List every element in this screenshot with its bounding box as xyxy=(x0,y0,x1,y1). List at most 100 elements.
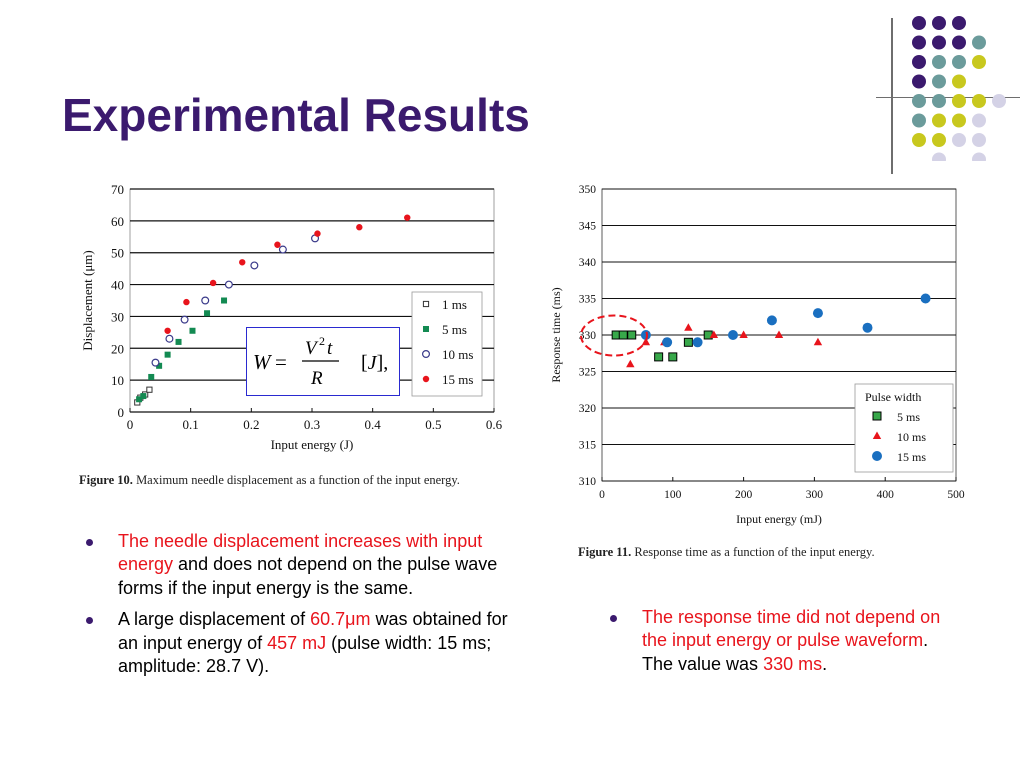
data-point xyxy=(274,241,281,248)
legend-marker xyxy=(422,375,430,383)
data-point xyxy=(662,337,673,348)
y-tick-label: 345 xyxy=(579,221,597,233)
data-point xyxy=(920,293,931,304)
formula-unit: [J], xyxy=(361,352,388,374)
y-axis-label: Response time (ms) xyxy=(549,287,563,382)
bullet-response-time: The response time did not depend on the … xyxy=(610,606,962,676)
figure-10-displacement-chart: 0 10 20 30 40 50 60 70 0 0.1 0.2 0.3 0.4 0.5 0.6 Input … xyxy=(80,182,503,452)
y-tick-label: 310 xyxy=(579,476,597,488)
y-tick-label: 30 xyxy=(111,309,124,324)
decorative-dot xyxy=(972,55,986,69)
energy-value: 457 mJ xyxy=(267,632,327,653)
bullet-displacement-trend: The needle displacement increases with i… xyxy=(86,530,518,600)
data-point xyxy=(250,261,259,270)
data-point xyxy=(654,352,664,362)
y-tick-label: 335 xyxy=(579,294,597,306)
formula-exponent: 2 xyxy=(319,334,325,348)
x-tick-label: 400 xyxy=(877,489,895,501)
x-tick-label: 0.5 xyxy=(425,417,441,432)
data-point xyxy=(164,351,171,358)
data-point xyxy=(356,224,363,231)
x-tick-label: 0.1 xyxy=(183,417,199,432)
decorative-dot xyxy=(912,16,926,30)
decorative-dot xyxy=(912,113,926,128)
legend-marker xyxy=(872,411,882,421)
decorative-dot xyxy=(952,55,966,69)
decorative-dot xyxy=(972,152,986,161)
legend-marker xyxy=(872,451,882,461)
bullet-text: was obtained for an input energy of xyxy=(118,609,508,653)
data-point xyxy=(812,308,823,319)
data-point xyxy=(183,298,190,306)
displacement-value: 60.7μm xyxy=(310,609,371,630)
bullet-emphasis: The needle displacement increases with i… xyxy=(118,531,483,575)
decorative-dot xyxy=(932,16,946,30)
y-tick-label: 70 xyxy=(111,182,124,197)
formula-denominator: R xyxy=(310,368,323,389)
data-point xyxy=(314,230,321,237)
data-point xyxy=(774,330,784,338)
data-point xyxy=(140,393,147,400)
data-point xyxy=(204,310,211,317)
legend-marker xyxy=(872,431,882,439)
figure-11-response-time-chart: 310 315 320 325 330 335 340 345 350 0 100 200 300 400… xyxy=(549,184,965,526)
data-point xyxy=(189,327,196,334)
decorative-dot xyxy=(932,74,946,89)
decorative-horizontal-rule xyxy=(876,97,1020,98)
y-tick-label: 60 xyxy=(111,214,124,229)
decorative-dot xyxy=(932,133,946,147)
legend-title: Pulse width xyxy=(865,390,921,404)
data-point xyxy=(684,323,693,331)
decorative-vertical-rule xyxy=(891,18,893,174)
bullet-emphasis: The response time did not depend on the … xyxy=(642,607,941,651)
y-tick-label: 350 xyxy=(579,184,597,196)
highlight-ellipse xyxy=(580,314,648,357)
decorative-dot xyxy=(912,74,926,89)
legend-label: 15 ms xyxy=(897,450,926,464)
data-point xyxy=(151,358,160,367)
figure-11-caption-text: Response time as a function of the input… xyxy=(634,545,875,559)
y-tick-label: 50 xyxy=(111,246,124,261)
decorative-dot xyxy=(952,35,966,50)
left-bullet-list: The needle displacement increases with i… xyxy=(86,530,518,686)
decorative-dot xyxy=(912,35,926,50)
legend-label: 15 ms xyxy=(442,372,473,387)
bullet-text: (pulse width: 15 ms; amplitude: 28.7 V). xyxy=(118,632,492,676)
x-tick-label: 0 xyxy=(599,489,605,501)
decorative-dot xyxy=(952,113,966,128)
decorative-dot xyxy=(912,94,926,108)
x-axis-label: Input energy (mJ) xyxy=(736,512,822,526)
decorative-dot xyxy=(932,94,946,108)
x-tick-label: 0.6 xyxy=(486,417,503,432)
x-axis-label: Input energy (J) xyxy=(271,437,354,452)
data-point xyxy=(239,259,246,266)
data-point xyxy=(224,280,233,289)
legend-label: 5 ms xyxy=(442,322,467,337)
legend-marker xyxy=(423,326,429,332)
data-point xyxy=(692,337,703,348)
y-tick-label: 315 xyxy=(579,440,597,452)
y-tick-label: 320 xyxy=(579,403,597,415)
data-point xyxy=(404,214,411,221)
energy-formula: W = V 2 t R [J], xyxy=(253,334,388,389)
data-point xyxy=(766,315,777,326)
decorative-dot xyxy=(952,94,966,108)
data-point xyxy=(221,297,228,304)
decorative-dot xyxy=(952,16,966,30)
legend-marker xyxy=(422,300,430,308)
data-point xyxy=(278,245,287,254)
decorative-dot xyxy=(972,113,986,128)
x-tick-label: 200 xyxy=(735,489,753,501)
data-point xyxy=(209,279,217,287)
y-axis-label: Displacement (μm) xyxy=(80,250,95,350)
decorative-dot xyxy=(972,133,986,147)
data-point xyxy=(683,337,693,347)
data-point xyxy=(626,359,635,368)
data-point xyxy=(146,386,153,393)
x-tick-label: 0.4 xyxy=(365,417,382,432)
energy-formula-box: W = V 2 t R [J], xyxy=(246,327,400,396)
data-point xyxy=(709,330,719,338)
data-point xyxy=(201,296,210,305)
right-bullet-list: The response time did not depend on the … xyxy=(610,606,962,684)
y-tick-label: 330 xyxy=(579,330,597,342)
